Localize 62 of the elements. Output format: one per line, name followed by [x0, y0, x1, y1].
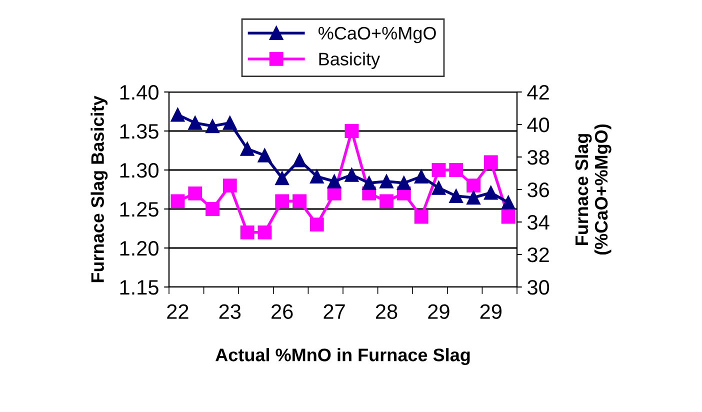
y2-tick-label: 32: [528, 248, 549, 262]
point: [170, 194, 185, 208]
point: [432, 163, 446, 177]
y-tick-label: 1.20: [120, 241, 158, 256]
x-tick-label: 26: [272, 304, 293, 319]
point: [362, 176, 376, 190]
point: [396, 176, 411, 190]
y2-tick-label: 34: [528, 215, 550, 230]
point: [414, 210, 428, 224]
point: [188, 116, 202, 130]
point: [414, 170, 428, 184]
point: [432, 180, 446, 195]
point: [344, 124, 359, 138]
point: [501, 196, 516, 210]
point: [240, 142, 254, 156]
x-tick-label: 23: [219, 304, 241, 319]
point: [275, 171, 290, 186]
point: [310, 170, 324, 184]
x-axis-title: Actual %MnO in Furnace Slag: [216, 348, 470, 365]
x-tick-label: 22: [167, 304, 188, 319]
point: [170, 108, 185, 122]
point: [240, 225, 254, 240]
x-tick-label: 29: [428, 304, 450, 319]
legend-label: Basicity: [319, 52, 380, 70]
y2-tick-label: 38: [528, 150, 549, 165]
y2-tick-label: 42: [527, 85, 549, 100]
x-tick-label: 27: [324, 304, 345, 319]
y-tick-label: 1.35: [120, 124, 158, 139]
y-tick-label: 1.15: [120, 280, 158, 295]
y2-tick-label: 40: [527, 118, 550, 132]
point: [310, 218, 324, 232]
point: [222, 178, 237, 193]
point: [188, 186, 202, 200]
point: [484, 155, 498, 170]
point: [258, 225, 272, 240]
point: [206, 202, 220, 216]
point: [501, 210, 516, 224]
point: [449, 163, 464, 177]
point: [484, 186, 498, 200]
point: [292, 153, 306, 168]
point: [327, 174, 342, 188]
y-tick-label: 1.30: [120, 163, 158, 178]
y2-tick-label: 30: [528, 280, 550, 295]
y-axis-title: Furnace Slag Basicity: [90, 96, 108, 282]
point: [292, 194, 306, 208]
x-tick-label: 29: [480, 304, 502, 319]
y-tick-label: 1.25: [120, 202, 158, 217]
x-tick-label: 28: [376, 304, 398, 319]
point: [449, 189, 464, 203]
point: [380, 174, 394, 188]
y-tick-label: 1.40: [120, 85, 158, 100]
point: [258, 148, 272, 162]
point: [344, 168, 359, 182]
point: [380, 194, 394, 208]
y2-axis-title: Furnace Slag (%CaO+%MgO): [574, 124, 612, 255]
point: [222, 116, 237, 130]
point: [206, 119, 220, 134]
point: [466, 190, 480, 205]
point: [275, 194, 290, 208]
legend-label: %CaO+%MgO: [318, 26, 436, 44]
point: [466, 178, 480, 193]
y2-tick-label: 36: [528, 182, 549, 198]
